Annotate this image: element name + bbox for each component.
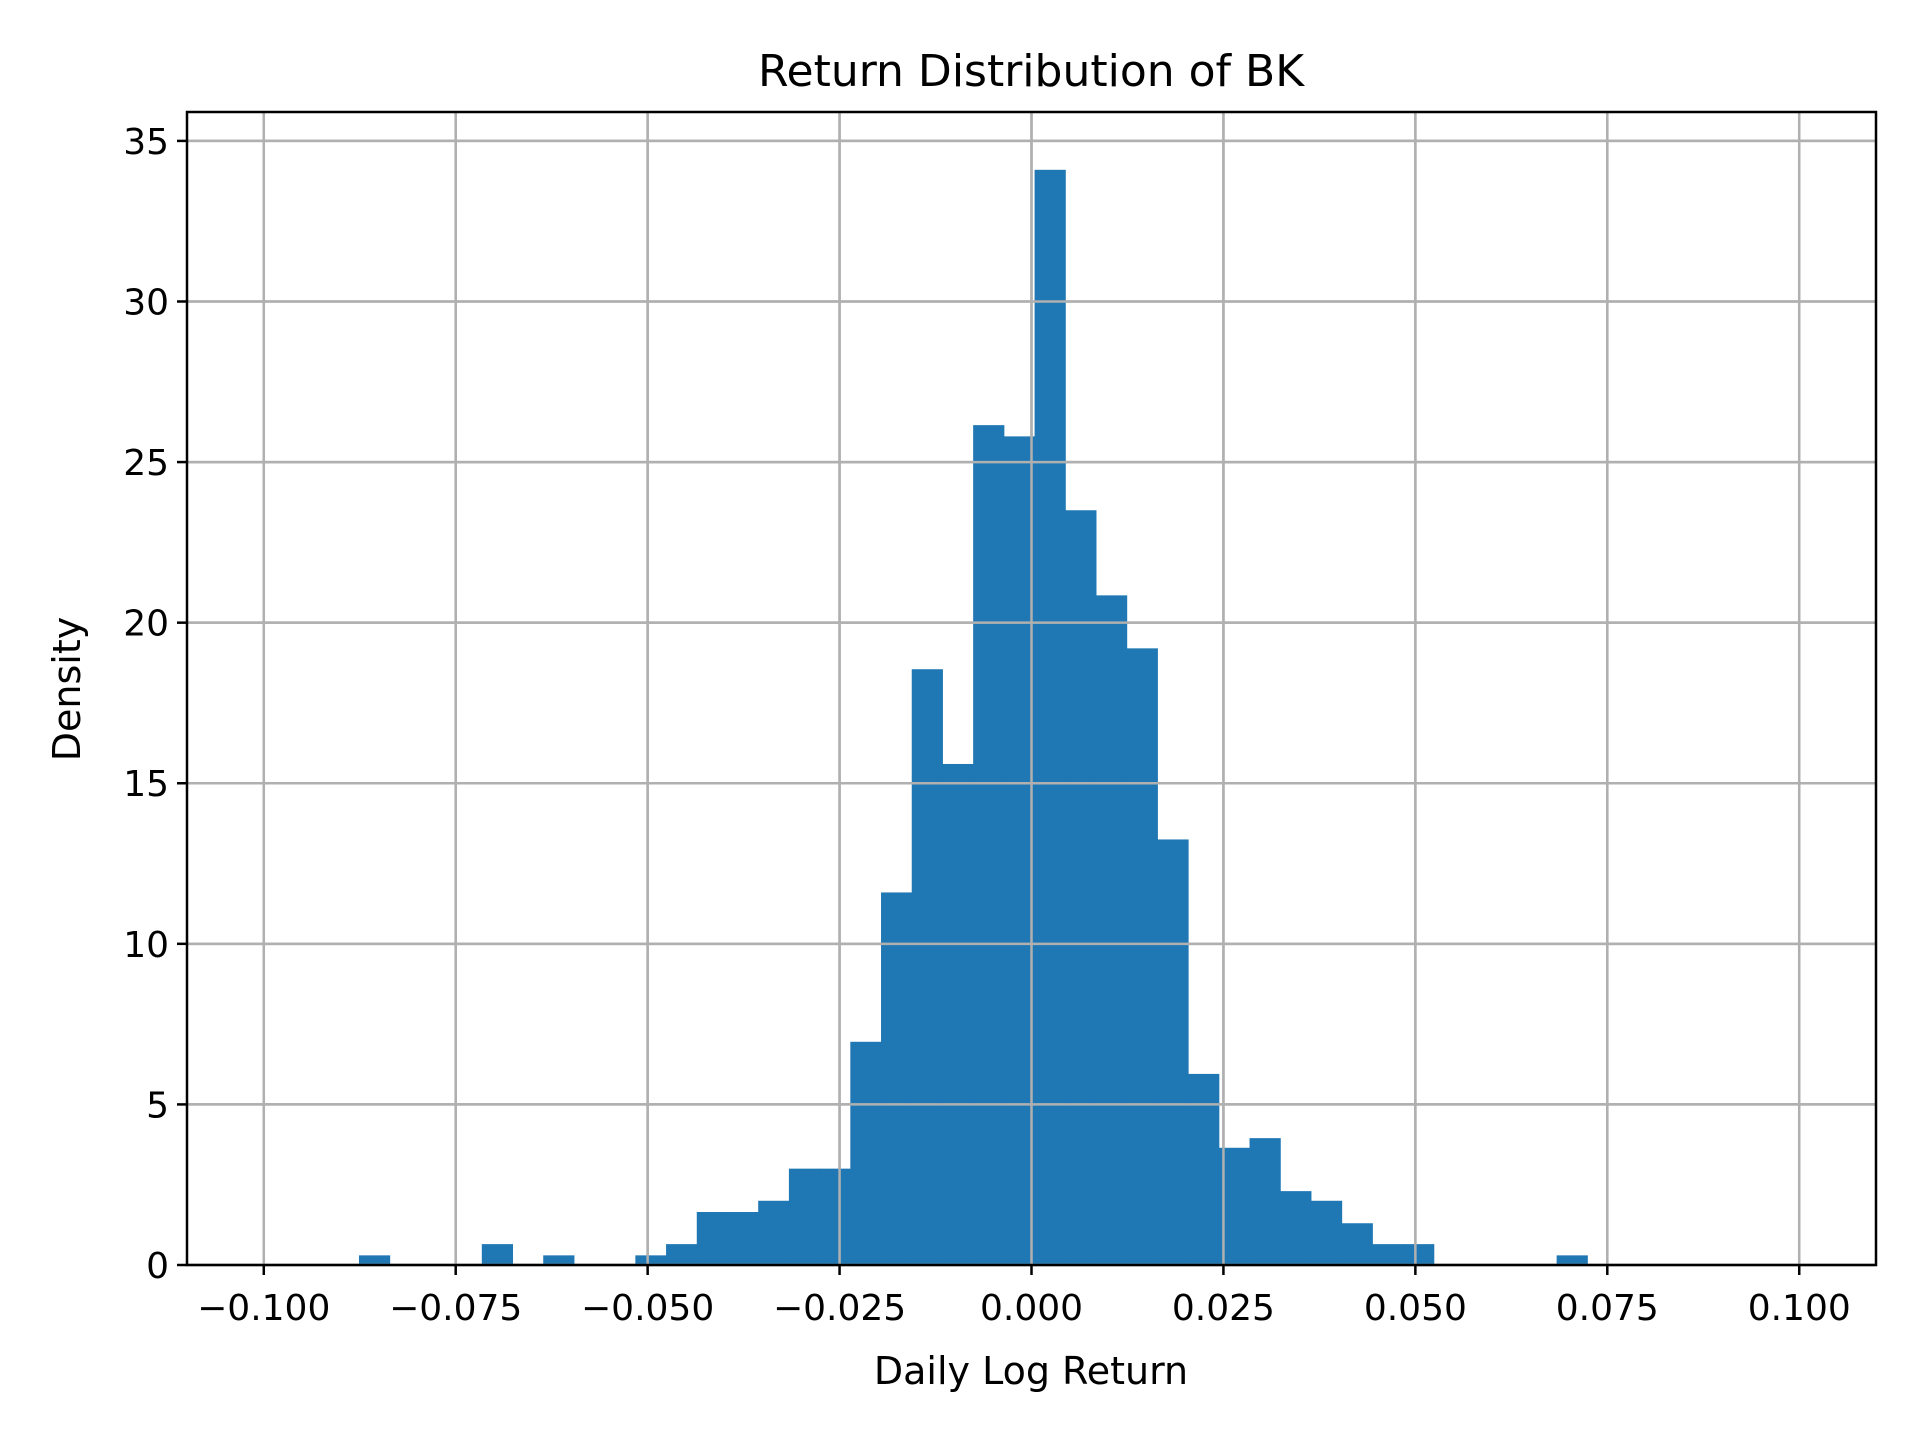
- histogram-bar: [758, 1200, 790, 1265]
- y-axis-ticks: 0 5 10 15 20 25 30 35: [123, 122, 187, 1287]
- x-tick-label: −0.050: [581, 1288, 714, 1329]
- x-tick-label: −0.075: [389, 1288, 522, 1329]
- y-tick-label: 10: [123, 925, 169, 966]
- x-tick-label: 0.100: [1748, 1288, 1851, 1329]
- histogram-bar: [1372, 1244, 1404, 1265]
- x-tick-label: −0.025: [773, 1288, 906, 1329]
- histogram-bar: [1126, 648, 1158, 1265]
- histogram-bar: [666, 1244, 698, 1265]
- histogram-bar: [1280, 1191, 1312, 1265]
- y-tick-label: 0: [146, 1246, 169, 1287]
- x-tick-label: 0.075: [1556, 1288, 1659, 1329]
- histogram-bar: [1403, 1244, 1435, 1265]
- y-axis-label: Density: [45, 617, 89, 761]
- x-axis-label: Daily Log Return: [874, 1349, 1188, 1393]
- histogram-bar: [788, 1168, 821, 1265]
- y-tick-label: 5: [146, 1085, 169, 1126]
- x-tick-label: 0.050: [1364, 1288, 1467, 1329]
- histogram-bar: [358, 1255, 391, 1265]
- y-tick-label: 30: [123, 282, 169, 323]
- histogram-bar: [1003, 436, 1036, 1266]
- histogram-bar: [819, 1168, 851, 1265]
- histogram-bar: [696, 1212, 728, 1265]
- histogram-bar: [1095, 595, 1128, 1265]
- histogram-bar: [1188, 1073, 1220, 1265]
- histogram-bar: [942, 763, 974, 1265]
- histogram-bar: [1310, 1200, 1343, 1265]
- chart-title: Return Distribution of BK: [758, 46, 1305, 97]
- x-tick-label: 0.000: [980, 1288, 1083, 1329]
- histogram-bar: [1341, 1223, 1373, 1265]
- y-tick-label: 20: [123, 604, 169, 645]
- histogram-bar: [1157, 839, 1189, 1265]
- histogram-bar: [1249, 1138, 1281, 1265]
- histogram-bar: [911, 669, 943, 1265]
- histogram-bar: [727, 1212, 759, 1265]
- histogram-bar: [1065, 510, 1097, 1265]
- x-axis-ticks: −0.100 −0.075 −0.050 −0.025 0.000 0.025 0.050 0…: [197, 1265, 1851, 1329]
- x-tick-label: −0.100: [197, 1288, 330, 1329]
- histogram-bar: [973, 425, 1005, 1266]
- histogram-bar: [635, 1255, 667, 1265]
- y-tick-label: 35: [123, 122, 169, 163]
- y-tick-label: 15: [123, 764, 169, 805]
- histogram-bars: [358, 169, 1588, 1266]
- histogram-bar: [881, 892, 913, 1265]
- histogram-bar: [481, 1244, 514, 1265]
- histogram-bar: [850, 1041, 882, 1265]
- histogram-bar: [543, 1255, 575, 1265]
- x-tick-label: 0.025: [1172, 1288, 1275, 1329]
- histogram-bar: [1034, 169, 1066, 1266]
- y-tick-label: 25: [123, 443, 169, 484]
- grid-lines-overlay: [187, 112, 1876, 1267]
- histogram-bar: [1556, 1255, 1588, 1265]
